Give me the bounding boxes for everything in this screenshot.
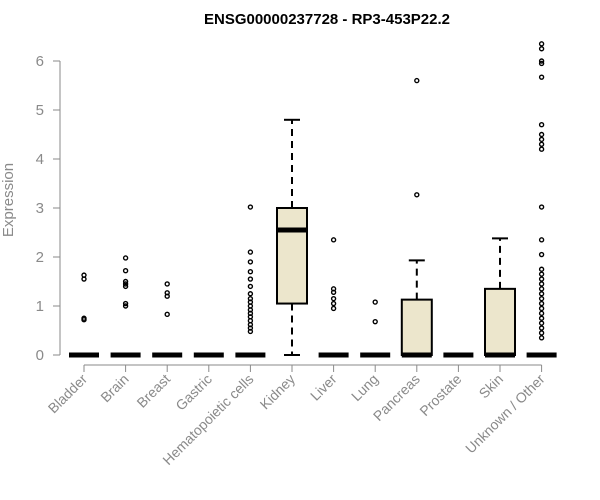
outlier-point: [538, 131, 545, 138]
outlier-point: [81, 272, 87, 278]
outlier-point: [122, 278, 129, 285]
outlier-point: [538, 121, 545, 128]
outlier-point: [538, 251, 545, 258]
y-tick-label: 6: [36, 53, 44, 70]
chart-title: ENSG00000237728 - RP3-453P22.2: [204, 11, 450, 28]
outlier-point: [538, 146, 545, 152]
outlier-point: [538, 41, 545, 47]
outlier-point: [122, 281, 129, 287]
x-tick-label: Bladder: [45, 371, 91, 417]
box-8: [400, 77, 433, 358]
outlier-point: [538, 276, 545, 282]
box-5: [276, 118, 308, 356]
boxes-group: [69, 41, 557, 358]
y-tick-label: 5: [36, 102, 44, 119]
box-body: [484, 287, 516, 357]
outlier-point: [330, 237, 337, 243]
outlier-point: [538, 266, 545, 272]
outlier-point: [538, 281, 545, 287]
box-2: [152, 281, 183, 358]
outlier-point: [538, 330, 545, 336]
outlier-point: [330, 295, 337, 302]
outlier-point: [330, 305, 337, 312]
outlier-point: [538, 204, 545, 210]
box-6: [318, 237, 349, 358]
y-axis: 0 1 2 3 4 5 6: [36, 53, 61, 364]
outlier-point: [247, 291, 254, 297]
x-tick-label: Brain: [97, 371, 131, 405]
box-body: [400, 298, 433, 357]
y-tick-label: 1: [36, 298, 44, 315]
outlier-point: [538, 295, 545, 302]
box-4: [235, 204, 266, 358]
x-tick-label: Liver: [307, 371, 340, 404]
box-body: [276, 207, 308, 305]
outlier-point: [122, 268, 129, 274]
x-tick-label: Breast: [133, 371, 173, 411]
outlier-point: [414, 77, 420, 84]
outlier-point: [330, 300, 337, 307]
outlier-point: [538, 300, 545, 307]
outlier-point: [538, 271, 545, 277]
outlier-point: [122, 283, 129, 290]
box-0: [69, 272, 99, 358]
outlier-point: [247, 259, 254, 265]
outlier-point: [247, 276, 254, 282]
y-tick-label: 3: [36, 200, 44, 217]
outlier-point: [538, 46, 545, 52]
outlier-point: [122, 255, 129, 261]
outlier-point: [330, 286, 337, 292]
outlier-point: [164, 290, 170, 296]
outlier-point: [538, 305, 545, 312]
outlier-point: [538, 315, 545, 321]
outlier-point: [164, 281, 170, 287]
outlier-point: [81, 315, 87, 321]
box-1: [110, 255, 141, 358]
outlier-point: [247, 249, 254, 255]
outlier-point: [538, 237, 545, 243]
outlier-point: [247, 204, 254, 210]
y-axis-label: Expression: [0, 163, 17, 237]
outlier-point: [538, 286, 545, 292]
outlier-point: [247, 283, 254, 290]
outlier-point: [122, 303, 129, 309]
box-7: [360, 299, 391, 358]
outlier-point: [538, 310, 545, 317]
x-tick-label: Unknown / Other: [462, 371, 548, 457]
outlier-point: [414, 192, 420, 198]
x-tick-label: Kidney: [257, 371, 299, 413]
y-tick-label: 2: [36, 249, 44, 266]
outlier-point: [247, 295, 254, 302]
outlier-point: [247, 269, 254, 275]
box-10: [484, 237, 516, 358]
outlier-point: [538, 141, 545, 148]
outlier-point: [538, 325, 545, 331]
outlier-point: [122, 300, 129, 307]
outlier-point: [372, 318, 378, 325]
box-11: [526, 41, 557, 358]
outlier-point: [538, 60, 545, 67]
outlier-point: [164, 311, 170, 318]
y-tick-label: 0: [36, 347, 44, 364]
x-tick-label: Prostate: [416, 371, 464, 419]
outlier-point: [538, 291, 545, 297]
outlier-point: [538, 74, 545, 80]
x-tick-label: Lung: [348, 371, 381, 404]
outlier-point: [538, 58, 545, 64]
outlier-point: [538, 320, 545, 326]
outlier-point: [538, 136, 545, 143]
outlier-point: [372, 299, 378, 305]
outlier-point: [538, 335, 545, 341]
y-tick-label: 4: [36, 151, 44, 168]
x-tick-label: Skin: [476, 371, 507, 402]
